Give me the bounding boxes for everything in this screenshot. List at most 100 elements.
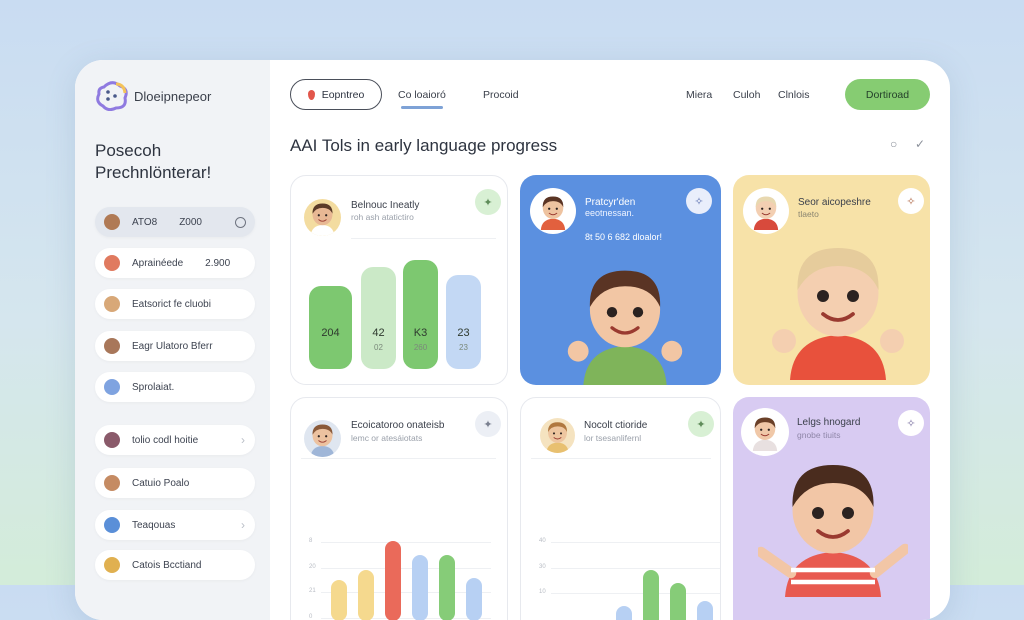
gridline xyxy=(321,618,491,619)
sidebar-item[interactable]: Aprainéede 2.900 xyxy=(95,248,255,278)
sidebar-item-label: Catuio Poalo xyxy=(132,478,189,489)
card-subtitle: roh ash atatictiro xyxy=(351,212,414,222)
card-title: Ecoicatoroo onateisb xyxy=(351,420,444,431)
nav-link-2[interactable]: Culoh xyxy=(733,89,760,101)
card-note: 8t 50 6 682 dloalor! xyxy=(585,232,662,242)
axis-label: 21 xyxy=(309,588,316,594)
sidebar-item-value: Z000 xyxy=(179,217,202,228)
nav-link-3[interactable]: Clnlois xyxy=(778,89,810,101)
card-title: Belnouc Ineatly xyxy=(351,200,419,211)
child-avatar-icon xyxy=(104,432,120,448)
brand-name: Dloeipnepeor xyxy=(134,89,211,104)
blocks-icon xyxy=(104,517,120,533)
divider xyxy=(531,458,711,459)
toys-icon xyxy=(104,557,120,573)
gridline xyxy=(551,568,721,569)
tab-2[interactable]: Procoid xyxy=(483,89,519,101)
sparkle-icon[interactable]: ✧ xyxy=(898,410,924,436)
card-title: Pratcyr'den xyxy=(585,197,635,208)
bar xyxy=(403,260,438,369)
child-avatar-icon xyxy=(104,214,120,230)
puzzle-icon xyxy=(104,255,120,271)
sparkle-icon[interactable]: ✧ xyxy=(898,188,924,214)
bar xyxy=(697,601,713,620)
greeting-line-1: Posecoh xyxy=(95,140,211,162)
bar xyxy=(331,580,347,620)
child-avatar xyxy=(540,418,575,453)
gridline xyxy=(321,568,491,569)
child-avatar xyxy=(530,188,576,234)
sidebar-item-label: Eagr Ulatoro Bferr xyxy=(132,341,213,352)
circle-icon[interactable]: ○ xyxy=(890,137,897,151)
sparkle-icon[interactable]: ✦ xyxy=(688,411,714,437)
sidebar-item-label: Catois Bcctiand xyxy=(132,560,201,571)
download-button[interactable]: Dortiroad xyxy=(845,79,930,110)
gridline xyxy=(551,542,721,543)
axis-label: 8 xyxy=(309,538,312,544)
logo-icon xyxy=(96,81,128,111)
page-title: AAI Tols in early language progress xyxy=(290,136,557,156)
card-title: Seor aicopeshre xyxy=(798,197,871,208)
child-illustration xyxy=(560,255,690,385)
sidebar-item[interactable]: tolio codl hoitie› xyxy=(95,425,255,455)
child-avatar-icon xyxy=(104,338,120,354)
sidebar-item[interactable]: Sprolaiat. xyxy=(95,372,255,402)
chevron-right-icon[interactable]: › xyxy=(241,433,245,447)
radio-icon[interactable] xyxy=(235,217,246,228)
child-avatar-icon xyxy=(104,296,120,312)
axis-label: 10 xyxy=(539,589,546,595)
divider xyxy=(301,458,496,459)
card-title: Nocolt ctioride xyxy=(584,420,647,431)
sparkle-icon[interactable]: ✦ xyxy=(475,189,501,215)
nav-pill-label: Eopntreo xyxy=(322,89,365,101)
toys-icon xyxy=(104,379,120,395)
bar-label: 42 xyxy=(361,327,396,339)
bar-sublabel: 260 xyxy=(403,343,438,352)
bar xyxy=(643,570,659,620)
chevron-right-icon[interactable]: › xyxy=(241,518,245,532)
progress-card-6[interactable]: Lelgs hnogard gnobe tiuits ✧ xyxy=(733,397,930,620)
sparkle-icon[interactable]: ✦ xyxy=(475,411,501,437)
progress-card-2[interactable]: Pratcyr'den eeotnessan. 8t 50 6 682 dloa… xyxy=(520,175,721,385)
bar xyxy=(670,583,686,620)
axis-label: 30 xyxy=(539,564,546,570)
sidebar-item[interactable]: Eagr Ulatoro Bferr xyxy=(95,331,255,361)
check-icon[interactable]: ✓ xyxy=(915,137,925,151)
nav-link-1[interactable]: Miera xyxy=(686,89,712,101)
sidebar-item-label: Aprainéede xyxy=(132,258,183,269)
sidebar-item-value: 2.900 xyxy=(205,258,230,269)
tab-1[interactable]: Co loaioró xyxy=(398,89,446,101)
bar xyxy=(446,275,481,369)
bar-label: K3 xyxy=(403,327,438,339)
location-pin-icon xyxy=(308,90,315,100)
card-subtitle: lemc or atesáiotats xyxy=(351,433,422,443)
sidebar-item-label: Sprolaiat. xyxy=(132,382,174,393)
sidebar-item-label: Teaqouas xyxy=(132,520,175,531)
bar xyxy=(412,555,428,620)
divider xyxy=(351,238,496,239)
card-subtitle: gnobe tiuits xyxy=(797,430,840,440)
sparkle-icon[interactable]: ✧ xyxy=(686,188,712,214)
axis-label: 0 xyxy=(309,614,312,620)
bar-sublabel: 02 xyxy=(361,343,396,352)
sidebar-item[interactable]: Catois Bcctiand xyxy=(95,550,255,580)
nav-pill-button[interactable]: Eopntreo xyxy=(290,79,382,110)
progress-card-3[interactable]: Seor aicopeshre tlaeto ✧ xyxy=(733,175,930,385)
axis-label: 20 xyxy=(309,564,316,570)
child-avatar xyxy=(304,199,341,236)
bar-label: 23 xyxy=(446,327,481,339)
progress-card-1[interactable]: Belnouc Ineatly roh ash atatictiro ✦ 204… xyxy=(290,175,508,385)
sidebar-item[interactable]: Catuio Poalo xyxy=(95,468,255,498)
sidebar-item-label: Eatsorict fe cluobi xyxy=(132,299,211,310)
bar-sublabel: 23 xyxy=(446,343,481,352)
gridline xyxy=(321,542,491,543)
progress-card-4[interactable]: Ecoicatoroo onateisb lemc or atesáiotats… xyxy=(290,397,508,620)
sidebar-item-label: ATO8 xyxy=(132,217,157,228)
sidebar-item[interactable]: Teaqouas › xyxy=(95,510,255,540)
sidebar-item[interactable]: ATO8 Z000 xyxy=(95,207,255,237)
sidebar-item[interactable]: Eatsorict fe cluobi xyxy=(95,289,255,319)
child-avatar xyxy=(304,420,341,457)
